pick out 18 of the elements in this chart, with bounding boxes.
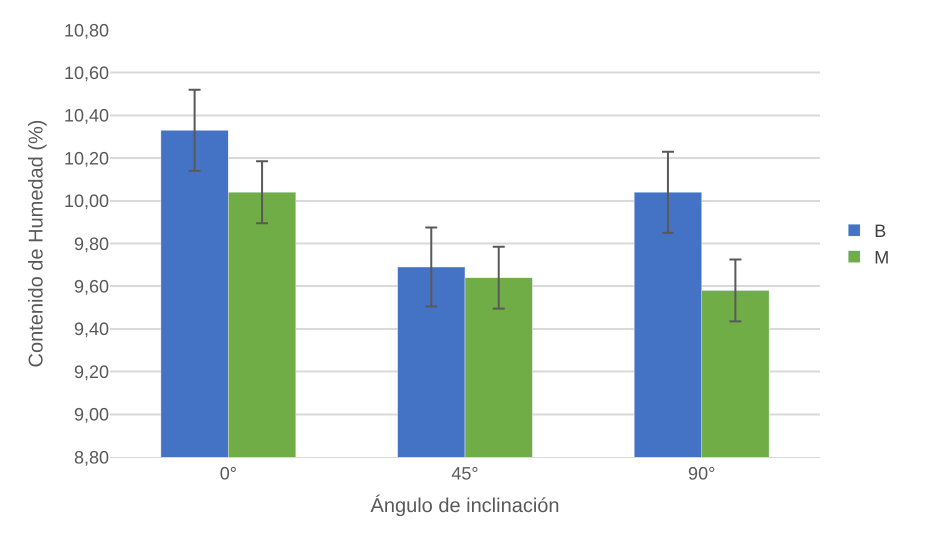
y-tick-label: 9,80 bbox=[74, 234, 109, 254]
y-tick-label: 9,20 bbox=[74, 362, 109, 382]
y-axis-title: Contenido de Humedad (%) bbox=[25, 120, 48, 368]
y-tick-label: 10,00 bbox=[64, 191, 109, 212]
y-tick-label: 10,40 bbox=[64, 106, 109, 126]
y-tick-label: 9,00 bbox=[74, 404, 109, 425]
x-tick-label: 90° bbox=[688, 464, 716, 484]
x-tick-label: 45° bbox=[451, 464, 479, 484]
y-tick-label: 9,40 bbox=[74, 319, 109, 340]
x-axis-title: Ángulo de inclinación bbox=[370, 494, 560, 518]
y-tick-label: 10,60 bbox=[64, 63, 109, 83]
y-tick-label: 9,60 bbox=[74, 276, 109, 296]
x-tick-label: 0° bbox=[220, 464, 237, 484]
legend-label: B bbox=[874, 221, 886, 242]
legend-label: M bbox=[874, 248, 890, 268]
y-tick-label: 10,20 bbox=[64, 148, 109, 168]
y-tick-label: 10,80 bbox=[64, 20, 109, 40]
y-tick-label: 8,80 bbox=[74, 447, 109, 468]
